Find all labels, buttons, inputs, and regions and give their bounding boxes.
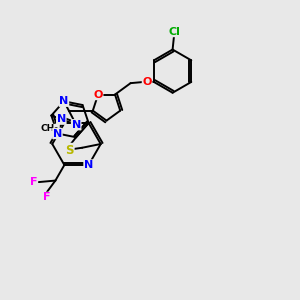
Text: N: N: [72, 120, 81, 130]
Text: N: N: [59, 96, 69, 106]
Text: S: S: [65, 143, 74, 157]
Text: F: F: [30, 177, 37, 187]
Text: CH₃: CH₃: [41, 124, 59, 134]
Text: O: O: [93, 89, 103, 100]
Text: N: N: [57, 114, 66, 124]
Text: N: N: [84, 160, 93, 170]
Text: O: O: [142, 76, 152, 87]
Text: Cl: Cl: [168, 26, 180, 37]
Text: F: F: [43, 192, 51, 203]
Text: N: N: [53, 128, 62, 139]
